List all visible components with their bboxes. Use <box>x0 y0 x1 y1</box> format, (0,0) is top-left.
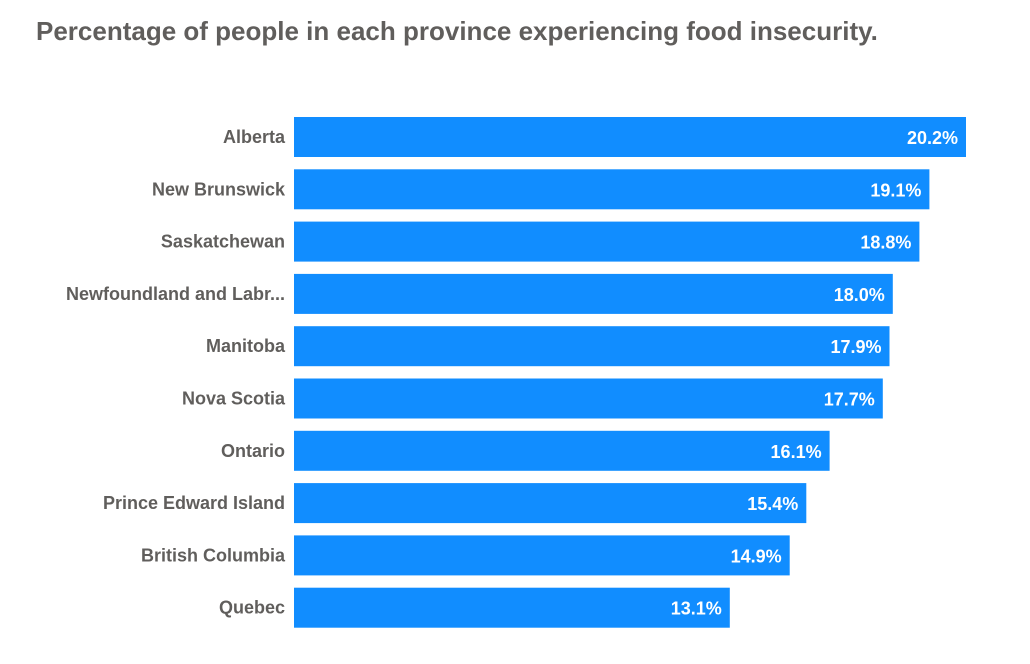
bar-prince-edward-island[interactable] <box>294 483 807 524</box>
category-label-prince-edward-island: Prince Edward Island <box>103 493 285 513</box>
category-label-alberta: Alberta <box>223 127 286 147</box>
bar-quebec[interactable] <box>294 587 730 628</box>
category-label-saskatchewan: Saskatchewan <box>161 232 285 252</box>
bar-alberta[interactable] <box>294 117 966 157</box>
bar-ontario[interactable] <box>294 430 830 471</box>
value-label-prince-edward-island: 15.4% <box>747 494 798 514</box>
value-label-quebec: 13.1% <box>671 599 722 619</box>
value-label-manitoba: 17.9% <box>830 337 881 357</box>
category-label-ontario: Ontario <box>221 441 285 461</box>
category-label-nova-scotia: Nova Scotia <box>182 389 286 409</box>
value-label-ontario: 16.1% <box>771 442 822 462</box>
category-label-new-brunswick: New Brunswick <box>152 179 286 199</box>
value-label-saskatchewan: 18.8% <box>860 233 911 253</box>
category-label-british-columbia: British Columbia <box>141 545 286 565</box>
bar-british-columbia[interactable] <box>294 535 790 576</box>
value-label-nova-scotia: 17.7% <box>824 390 875 410</box>
chart-title: Percentage of people in each province ex… <box>36 16 878 46</box>
bars-group: Alberta 20.2% New Brunswick 19.1% Saskatchew… <box>66 117 966 628</box>
category-label-manitoba: Manitoba <box>206 336 286 356</box>
value-label-alberta: 20.2% <box>907 128 958 148</box>
value-label-new-brunswick: 19.1% <box>870 180 921 200</box>
value-label-british-columbia: 14.9% <box>731 546 782 566</box>
bar-newfoundland-and-labr[interactable] <box>294 273 893 314</box>
bar-nova-scotia[interactable] <box>294 378 883 419</box>
value-label-newfoundland-and-labr: 18.0% <box>834 285 885 305</box>
bar-saskatchewan[interactable] <box>294 221 920 262</box>
category-label-newfoundland-and-labr: Newfoundland and Labr... <box>66 284 285 304</box>
bar-manitoba[interactable] <box>294 326 890 367</box>
category-label-quebec: Quebec <box>219 598 285 618</box>
bar-new-brunswick[interactable] <box>294 169 930 210</box>
